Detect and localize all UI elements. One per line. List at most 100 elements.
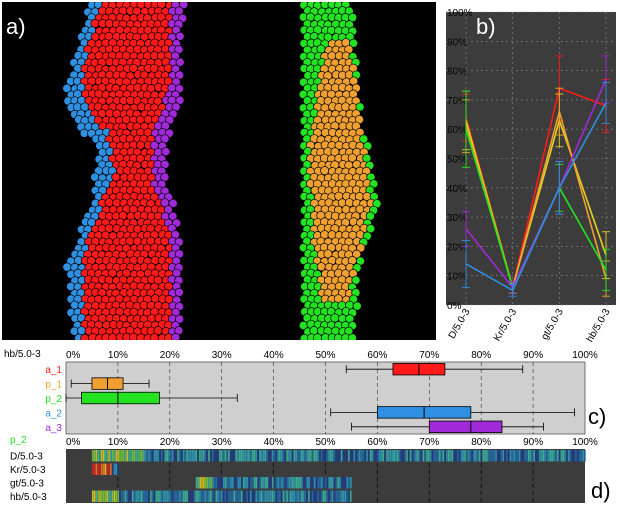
heat-strip	[91, 450, 586, 462]
heat-cell	[422, 450, 425, 462]
heat-cell	[453, 450, 456, 462]
heat-cell	[300, 450, 303, 462]
series-line	[465, 102, 607, 292]
heat-cell	[162, 450, 165, 462]
heat-cell	[122, 490, 125, 502]
heat-cell	[431, 450, 434, 462]
heat-cell	[284, 490, 287, 502]
cell	[168, 211, 178, 221]
heat-cell	[338, 490, 341, 502]
heat-cell	[260, 450, 263, 462]
heat-cell	[335, 450, 337, 462]
heat-cell	[348, 450, 350, 462]
heat-cell	[348, 477, 350, 489]
heat-cell	[91, 463, 94, 475]
heat-cell	[337, 450, 339, 462]
heat-cell	[210, 450, 212, 462]
heat-cell	[150, 450, 152, 462]
heat-cell	[171, 450, 174, 462]
heat-cell	[482, 450, 485, 462]
heat-cell	[262, 477, 265, 489]
heat-cell	[277, 490, 279, 502]
heat-cell	[226, 450, 228, 462]
heat-cell	[384, 450, 387, 462]
heat-cell	[506, 450, 508, 462]
heat-cell	[253, 477, 256, 489]
heat-cell	[566, 450, 568, 462]
heat-cell	[282, 450, 285, 462]
heat-cell	[526, 450, 528, 462]
heat-cell	[264, 450, 267, 462]
heat-cell	[275, 490, 278, 502]
heat-cell	[321, 477, 323, 489]
heat-cell	[222, 477, 225, 489]
heat-cell	[408, 450, 410, 462]
heat-cell	[219, 450, 221, 462]
heat-cell	[121, 490, 123, 502]
cell	[108, 333, 118, 343]
heat-cell	[529, 450, 532, 462]
heat-cell	[157, 490, 159, 502]
heat-cell	[353, 450, 356, 462]
x-tick-label: 80%	[471, 350, 491, 361]
heat-cell	[215, 450, 218, 462]
panel-c-label: c)	[588, 404, 607, 429]
heat-cell	[571, 450, 574, 462]
heat-cell	[146, 450, 149, 462]
heat-cell	[159, 490, 161, 502]
heat-cell	[560, 450, 563, 462]
header-label: hb/5.0-3	[4, 349, 41, 360]
heat-cell	[306, 477, 309, 489]
heat-cell	[447, 450, 450, 462]
heat-cell	[235, 450, 238, 462]
heat-cell	[299, 450, 301, 462]
heat-cell	[346, 450, 348, 462]
heat-cell	[233, 490, 236, 502]
cell	[175, 95, 185, 105]
heat-cell	[544, 450, 546, 462]
heat-cell	[458, 450, 461, 462]
heat-cell	[271, 450, 274, 462]
heat-cell	[522, 450, 525, 462]
heat-cell	[204, 477, 207, 489]
heat-cell	[277, 450, 279, 462]
heat-cell	[342, 490, 345, 502]
heat-cell	[195, 490, 198, 502]
heat-cell	[310, 477, 312, 489]
y-tick-label: 40%	[447, 184, 467, 195]
cell	[352, 301, 362, 311]
heat-cell	[455, 450, 457, 462]
heat-cell	[246, 477, 249, 489]
heat-cell	[113, 450, 116, 462]
y-tick-label: 50%	[447, 155, 467, 166]
heat-cell	[517, 450, 519, 462]
heat-cell	[217, 450, 219, 462]
heat-cell	[308, 450, 310, 462]
heat-cell	[329, 490, 332, 502]
heat-cell	[199, 490, 201, 502]
heat-cell	[326, 450, 328, 462]
x-tick-label: 0%	[66, 437, 81, 448]
heat-cell	[190, 450, 192, 462]
heat-cell	[446, 450, 448, 462]
box	[81, 391, 160, 405]
heat-cell	[206, 477, 209, 489]
heat-cell	[302, 477, 305, 489]
heat-cell	[208, 477, 211, 489]
heat-cell	[326, 490, 328, 502]
heat-cell	[93, 463, 96, 475]
heat-cell	[173, 450, 176, 462]
heat-cell	[248, 477, 251, 489]
heat-cell	[268, 450, 270, 462]
heat-cell	[404, 450, 406, 462]
heat-cell	[293, 490, 296, 502]
heat-cell	[377, 450, 379, 462]
heat-cell	[110, 463, 112, 475]
cell	[312, 333, 323, 343]
heat-cell	[293, 450, 296, 462]
heat-cell	[222, 450, 225, 462]
heat-cell	[380, 450, 383, 462]
heat-cell	[140, 490, 143, 502]
heat-cell	[262, 490, 265, 502]
heat-cell	[237, 450, 239, 462]
